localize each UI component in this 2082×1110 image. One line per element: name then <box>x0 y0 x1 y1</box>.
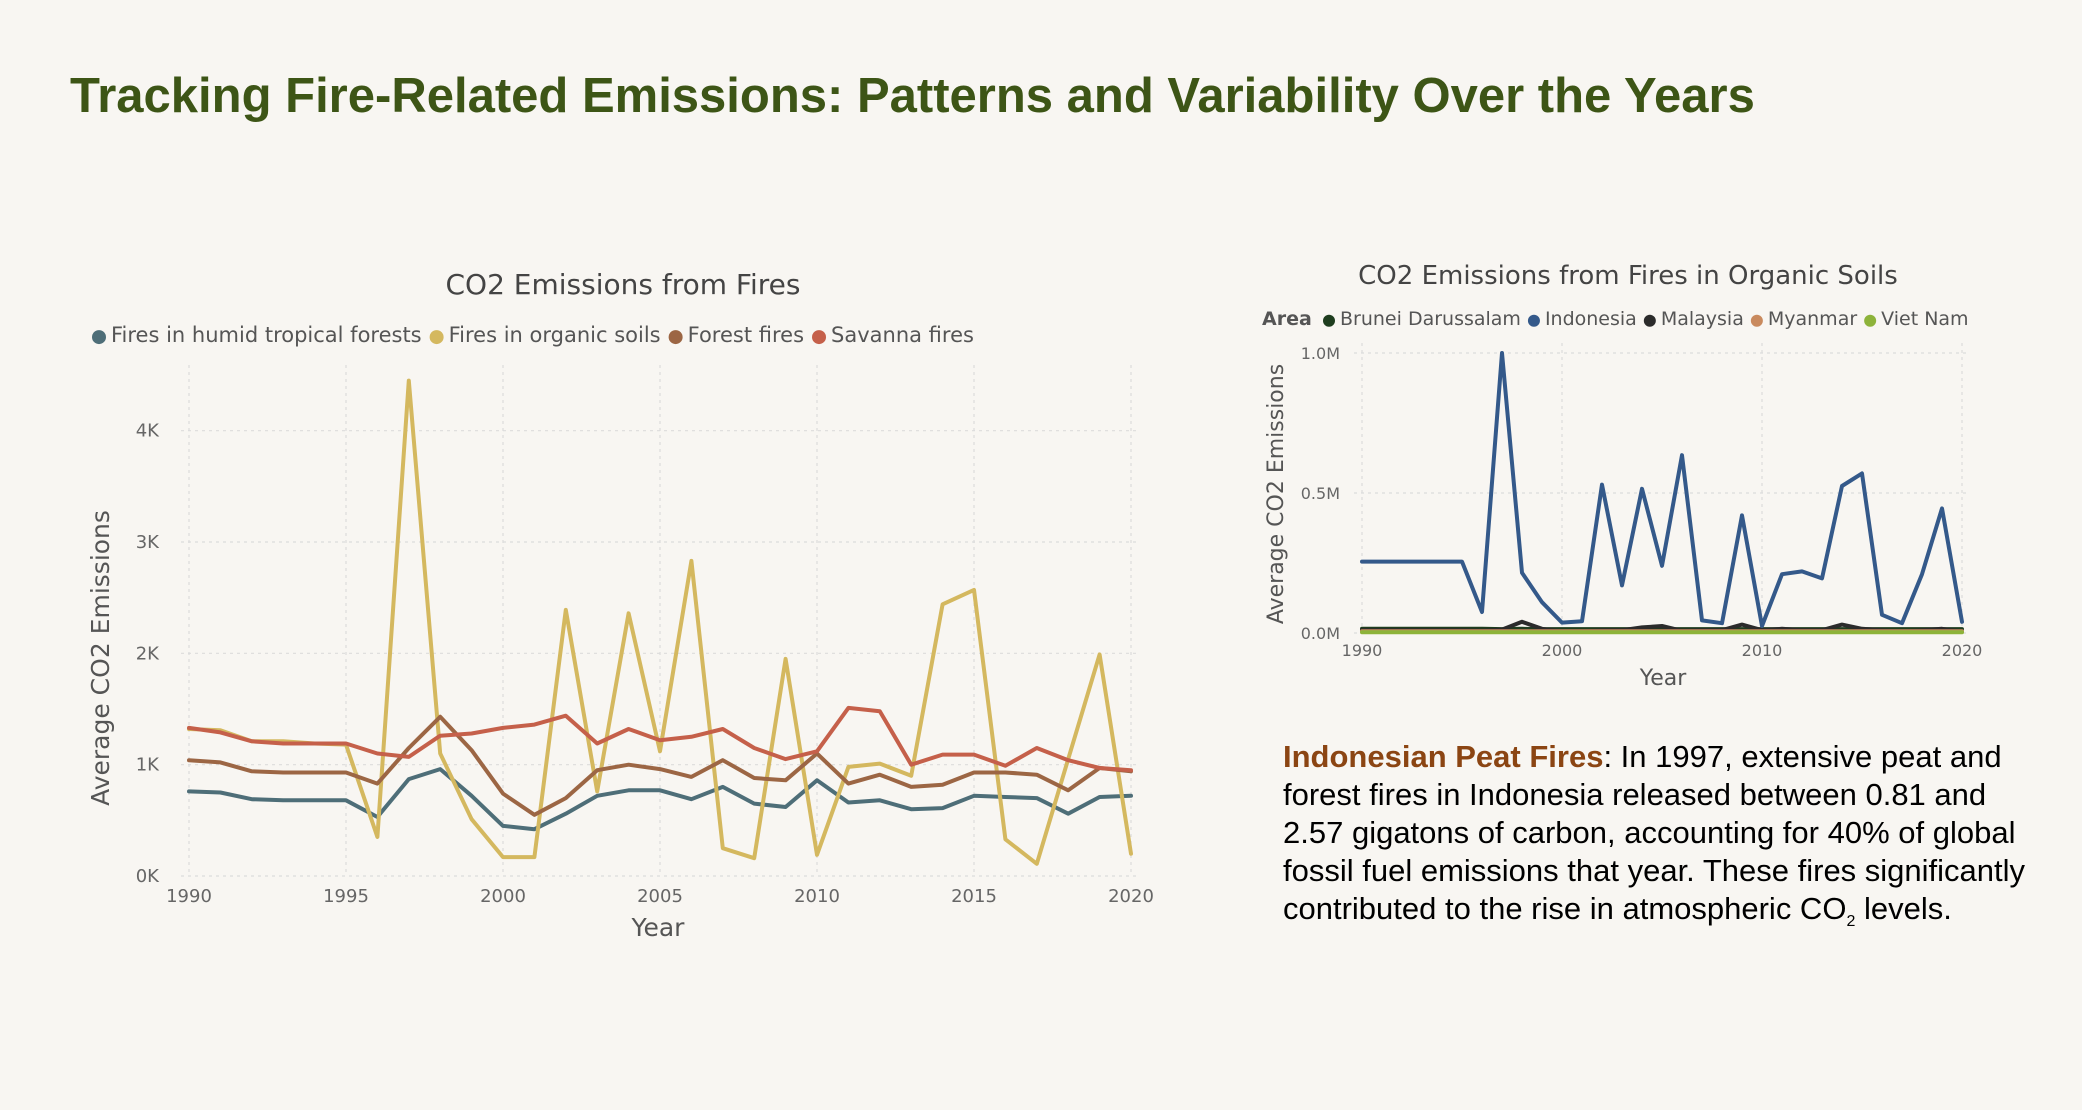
chart1-legend-marker-fires-in-humid-tropical-forests <box>92 330 106 345</box>
chart2-legend-marker-myanmar <box>1750 314 1763 327</box>
chart1-y-ticks: 0K 1K 2K 3K 4K <box>136 421 160 887</box>
chart2-legend-item-viet-nam: Viet Nam <box>1881 308 1968 330</box>
chart2-x-axis-title: Year <box>1639 666 1688 691</box>
chart2-legend: Brunei Darussalam Indonesia Malaysia Myanma… <box>1323 308 1969 330</box>
chart1-line-savanna-fires <box>187 705 1133 773</box>
annotation-heading: Indonesian Peat Fires <box>1283 739 1604 774</box>
chart2-y-tick-label: 0.5M <box>1301 484 1340 503</box>
chart1-x-tick-label: 2010 <box>794 886 840 907</box>
chart1-x-tick-label: 2015 <box>951 886 997 907</box>
chart2-legend-marker-indonesia <box>1527 314 1540 327</box>
chart2-legend-marker-brunei-darussalam <box>1323 314 1335 327</box>
chart1-y-tick-label: 2K <box>136 643 160 664</box>
chart2-x-tick-label: 2000 <box>1542 641 1583 660</box>
chart2-legend-marker-malaysia <box>1643 314 1656 327</box>
chart1-x-tick-label: 1995 <box>323 886 369 907</box>
chart1-legend-item-forest-fires: Forest fires <box>688 323 804 347</box>
chart2-x-tick-label: 2010 <box>1742 641 1783 660</box>
chart2-y-axis-title: Average CO2 Emissions <box>1264 364 1289 624</box>
chart1-y-axis-title: Average CO2 Emissions <box>86 510 115 806</box>
chart2-x-ticks: 1990 2000 2010 2020 <box>1342 641 1983 660</box>
chart2-legend-item-indonesia: Indonesia <box>1545 308 1637 330</box>
chart1-x-tick-label: 2020 <box>1108 886 1154 907</box>
chart2-legend-item-malaysia: Malaysia <box>1661 308 1744 330</box>
chart2-series-lines <box>1360 351 1964 635</box>
chart1-legend-marker-savanna-fires <box>812 330 827 345</box>
chart1-legend-marker-forest-fires <box>668 330 683 345</box>
chart1-y-tick-label: 3K <box>136 532 160 553</box>
chart1-legend-marker-fires-in-organic-soils <box>429 330 444 345</box>
chart2-x-tick-label: 1990 <box>1342 641 1383 660</box>
annotation-body-end: levels. <box>1855 891 1952 926</box>
chart2-y-tick-label: 0.0M <box>1301 624 1340 643</box>
chart2-legend-item-brunei-darussalam: Brunei Darussalam <box>1340 308 1521 330</box>
chart2-y-ticks: 0.0M 0.5M 1.0M <box>1301 344 1340 643</box>
chart1-x-tick-label: 1990 <box>166 886 212 907</box>
chart2-legend-item-myanmar: Myanmar <box>1768 308 1857 330</box>
page-title: Tracking Fire-Related Emissions: Pattern… <box>70 69 1755 123</box>
chart1-legend-item-savanna-fires: Savanna fires <box>831 323 974 347</box>
chart2-title: CO2 Emissions from Fires in Organic Soil… <box>1358 261 1898 291</box>
chart1-series-lines <box>187 378 1133 866</box>
chart1-line-fires-in-humid-tropical-forests <box>187 767 1133 832</box>
annotation-body: : In 1997, extensive peat and forest fir… <box>1283 739 2026 926</box>
chart1-title: CO2 Emissions from Fires <box>446 268 801 301</box>
annotation-subscript: 2 <box>1846 913 1856 931</box>
chart1-gridlines <box>181 365 1139 877</box>
chart1-x-ticks: 1990 1995 2000 2005 2010 2015 2020 <box>166 886 1154 907</box>
chart1-x-tick-label: 2000 <box>480 886 526 907</box>
chart1-x-tick-label: 2005 <box>637 886 683 907</box>
chart1-y-tick-label: 4K <box>136 421 160 442</box>
chart1-y-tick-label: 0K <box>136 866 160 887</box>
chart1-legend: Fires in humid tropical forests Fires in … <box>92 323 974 347</box>
chart1-line-forest-fires <box>187 714 1133 817</box>
chart2-legend-marker-viet-nam <box>1864 314 1877 327</box>
chart2-y-tick-label: 1.0M <box>1301 344 1340 363</box>
chart1-y-tick-label: 1K <box>136 755 160 776</box>
chart2-legend-title: Area <box>1262 308 1312 330</box>
chart2-x-tick-label: 2020 <box>1942 641 1983 660</box>
chart1-x-axis-title: Year <box>631 913 686 942</box>
chart1-legend-item-fires-in-organic-soils: Fires in organic soils <box>449 323 661 347</box>
annotation-text: Indonesian Peat Fires: In 1997, extensiv… <box>1283 738 2043 931</box>
chart1-legend-item-fires-in-humid-tropical-forests: Fires in humid tropical forests <box>111 323 422 347</box>
chart2-line-indonesia <box>1360 351 1964 628</box>
